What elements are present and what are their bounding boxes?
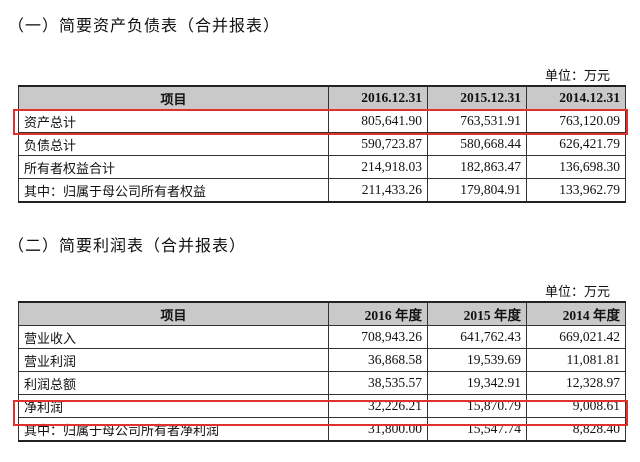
cell-value: 12,328.97 [526, 371, 626, 395]
cell-value: 19,539.69 [427, 348, 527, 372]
header-2015: 2015.12.31 [427, 85, 527, 110]
table-row-total-liabilities: 负债总计 590,723.87 580,668.44 626,421.79 [18, 132, 626, 156]
income-statement-unit: 单位：万元 [544, 285, 610, 300]
table-row-parent-equity: 其中：归属于母公司所有者权益 211,433.26 179,804.91 133… [18, 178, 626, 203]
cell-value: 133,962.79 [526, 178, 626, 203]
balance-sheet-table: 项目 2016.12.31 2015.12.31 2014.12.31 资产总计… [18, 85, 626, 203]
header-2014: 2014 年度 [526, 301, 626, 326]
balance-sheet-unit: 单位：万元 [544, 69, 610, 84]
row-label: 其中：归属于母公司所有者权益 [18, 178, 329, 203]
cell-value: 763,531.91 [427, 109, 527, 133]
table-row-total-assets: 资产总计 805,641.90 763,531.91 763,120.09 [18, 109, 626, 133]
cell-value: 641,762.43 [427, 325, 527, 349]
header-2016: 2016 年度 [328, 301, 428, 326]
cell-value: 36,868.58 [328, 348, 428, 372]
cell-value: 182,863.47 [427, 155, 527, 179]
table-header-row: 项目 2016 年度 2015 年度 2014 年度 [18, 301, 626, 326]
header-2014: 2014.12.31 [526, 85, 626, 110]
cell-value: 580,668.44 [427, 132, 527, 156]
row-label: 资产总计 [18, 109, 329, 133]
header-2016: 2016.12.31 [328, 85, 428, 110]
cell-value: 136,698.30 [526, 155, 626, 179]
cell-value: 590,723.87 [328, 132, 428, 156]
cell-value: 763,120.09 [526, 109, 626, 133]
row-label: 营业利润 [18, 348, 329, 372]
cell-value: 31,800.00 [328, 417, 428, 442]
cell-value: 626,421.79 [526, 132, 626, 156]
cell-value: 15,870.79 [427, 394, 527, 418]
balance-sheet-title: （一）简要资产负债表（合并报表） [8, 16, 281, 35]
cell-value: 211,433.26 [328, 178, 428, 203]
row-label: 其中：归属于母公司所有者净利润 [18, 417, 329, 442]
header-item: 项目 [18, 85, 329, 110]
row-label: 净利润 [18, 394, 329, 418]
header-2015: 2015 年度 [427, 301, 527, 326]
cell-value: 805,641.90 [328, 109, 428, 133]
table-row-revenue: 营业收入 708,943.26 641,762.43 669,021.42 [18, 325, 626, 349]
table-row-parent-net-profit: 其中：归属于母公司所有者净利润 31,800.00 15,547.74 8,82… [18, 417, 626, 442]
cell-value: 9,008.61 [526, 394, 626, 418]
table-row-net-profit: 净利润 32,226.21 15,870.79 9,008.61 [18, 394, 626, 418]
cell-value: 708,943.26 [328, 325, 428, 349]
table-header-row: 项目 2016.12.31 2015.12.31 2014.12.31 [18, 85, 626, 110]
income-statement-table: 项目 2016 年度 2015 年度 2014 年度 营业收入 708,943.… [18, 301, 626, 442]
row-label: 营业收入 [18, 325, 329, 349]
table-row-operating-profit: 营业利润 36,868.58 19,539.69 11,081.81 [18, 348, 626, 372]
cell-value: 214,918.03 [328, 155, 428, 179]
cell-value: 179,804.91 [427, 178, 527, 203]
cell-value: 38,535.57 [328, 371, 428, 395]
cell-value: 19,342.91 [427, 371, 527, 395]
cell-value: 11,081.81 [526, 348, 626, 372]
cell-value: 32,226.21 [328, 394, 428, 418]
cell-value: 15,547.74 [427, 417, 527, 442]
table-row-total-profit: 利润总额 38,535.57 19,342.91 12,328.97 [18, 371, 626, 395]
table-row-total-equity: 所有者权益合计 214,918.03 182,863.47 136,698.30 [18, 155, 626, 179]
cell-value: 669,021.42 [526, 325, 626, 349]
row-label: 利润总额 [18, 371, 329, 395]
header-item: 项目 [18, 301, 329, 326]
row-label: 负债总计 [18, 132, 329, 156]
cell-value: 8,828.40 [526, 417, 626, 442]
income-statement-title: （二）简要利润表（合并报表） [8, 236, 247, 255]
row-label: 所有者权益合计 [18, 155, 329, 179]
